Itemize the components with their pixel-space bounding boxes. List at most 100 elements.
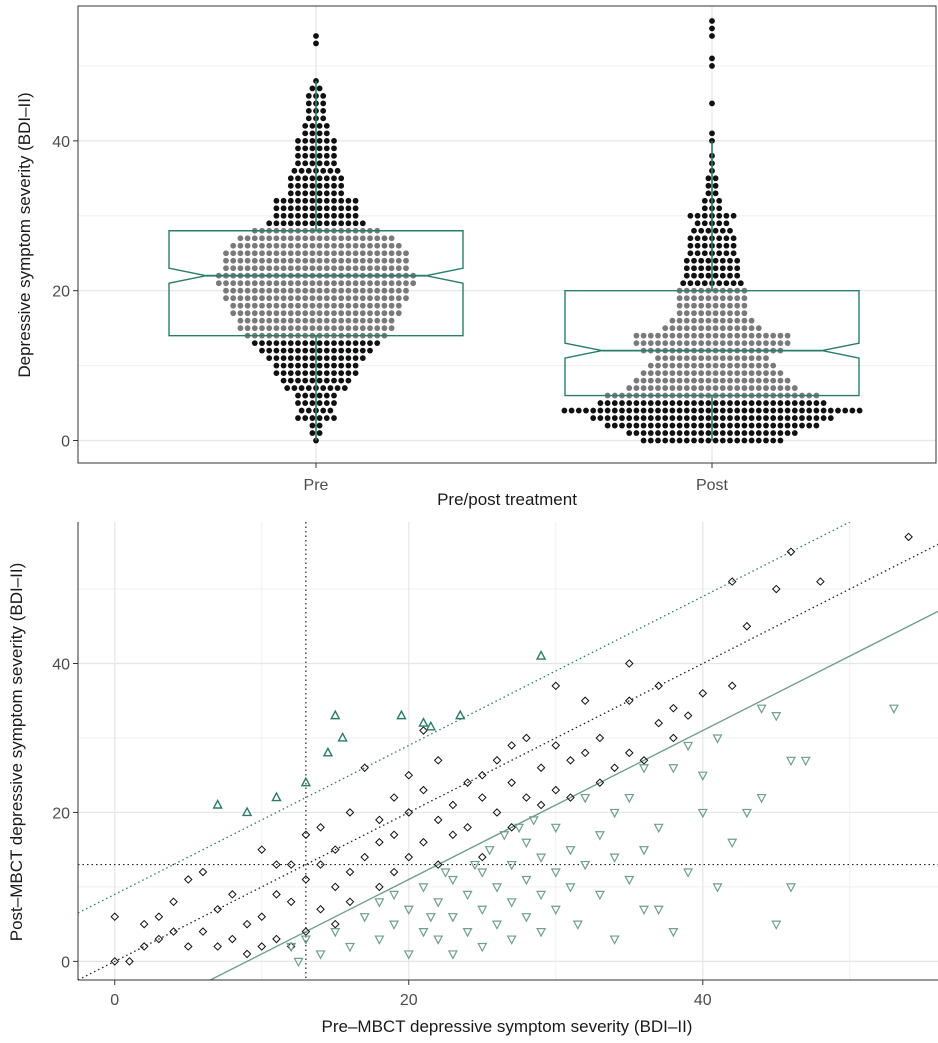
dot-pre [359, 302, 366, 309]
dot-pre [295, 212, 301, 219]
dot-post [626, 430, 633, 436]
diamond-point [139, 919, 149, 929]
diamond-point [257, 912, 267, 922]
dot-post [604, 400, 611, 406]
diamond-point [301, 875, 311, 884]
dot-post [716, 205, 723, 212]
dot-pre [323, 400, 330, 406]
dot-post [691, 317, 697, 324]
dot-pre [266, 220, 273, 227]
dot-post [669, 377, 676, 384]
triangle-down-point [447, 950, 458, 960]
dot-pre [338, 205, 345, 212]
dot-post [705, 317, 712, 324]
dot-pre [287, 250, 294, 257]
diamond-point [330, 845, 340, 854]
dot-post [842, 407, 849, 414]
dot-post [727, 362, 733, 369]
dot-post [719, 415, 726, 421]
dot-post [755, 325, 762, 332]
dot-post [676, 422, 683, 429]
dot-pre [352, 287, 359, 294]
dot-post [705, 437, 712, 444]
dot-pre [287, 242, 294, 249]
dot-pre [388, 242, 395, 249]
diamond-point [375, 837, 384, 847]
dot-post [640, 332, 647, 339]
bottom-points [110, 532, 913, 968]
dot-pre [287, 377, 294, 384]
top-panel: 0 20 40 Pre Post Pre/post treatment Depressi… [15, 5, 937, 509]
dot-pre [359, 347, 366, 354]
dot-pre [352, 347, 359, 354]
dot-post [683, 310, 690, 317]
dot-post [712, 415, 719, 421]
dot-pre [320, 100, 327, 107]
dot-pre [302, 205, 309, 212]
dot-pre [244, 310, 251, 317]
dot-pre [323, 310, 330, 317]
dot-pre [316, 85, 323, 92]
dot-pre [395, 287, 402, 294]
dot-post [730, 242, 737, 249]
dot-pre [395, 242, 402, 249]
dot-post [763, 370, 769, 376]
dot-pre [323, 415, 330, 421]
dot-pre [280, 242, 287, 249]
triangle-up-point [337, 731, 348, 742]
dot-pre [345, 310, 352, 317]
dot-post [777, 332, 784, 339]
dot-post [777, 340, 784, 347]
dot-pre [381, 325, 388, 332]
diamond-point [419, 837, 428, 847]
triangle-down-point [668, 764, 679, 774]
dot-pre [223, 287, 229, 294]
dot-post [633, 407, 640, 414]
dot-pre [338, 317, 345, 324]
dot-post [669, 332, 676, 339]
dot-pre [251, 325, 258, 332]
dot-pre [309, 265, 316, 272]
dot-pre [316, 422, 323, 429]
dot-pre [259, 310, 265, 317]
dot-pre [367, 347, 373, 354]
dot-pre [251, 340, 258, 347]
dot-post [727, 370, 733, 376]
dot-post [687, 250, 694, 257]
dot-post [835, 407, 841, 414]
dot-post [763, 422, 769, 429]
dot-pre [237, 325, 244, 332]
diamond-point [610, 763, 619, 773]
dot-pre [237, 250, 244, 257]
diamond-point [286, 860, 296, 869]
dot-pre [295, 257, 301, 264]
dot-post [777, 430, 784, 436]
dot-post [683, 370, 690, 376]
dot-pre [295, 415, 301, 421]
dot-post [734, 437, 741, 444]
dot-pre [345, 280, 352, 287]
dot-pre [273, 310, 280, 317]
dot-pre [244, 250, 251, 257]
dot-pre [298, 407, 305, 414]
diamond-point [301, 830, 311, 840]
dot-pre [309, 325, 316, 332]
dot-post [755, 332, 762, 339]
dot-pre [280, 280, 287, 287]
dot-pre [266, 242, 273, 249]
dot-pre [352, 310, 359, 317]
dot-post [705, 272, 712, 279]
dot-post [741, 362, 748, 369]
dot-pre [291, 385, 298, 391]
dot-pre [295, 197, 301, 204]
dot-pre [309, 347, 316, 354]
dot-post [719, 295, 726, 302]
dot-post [719, 317, 726, 324]
dot-post [806, 422, 813, 429]
triangle-down-point [771, 712, 782, 722]
dot-post [770, 385, 777, 391]
dot-post [709, 130, 715, 137]
dot-post [647, 332, 654, 339]
triangle-up-point [535, 650, 547, 660]
dot-pre [287, 347, 294, 354]
